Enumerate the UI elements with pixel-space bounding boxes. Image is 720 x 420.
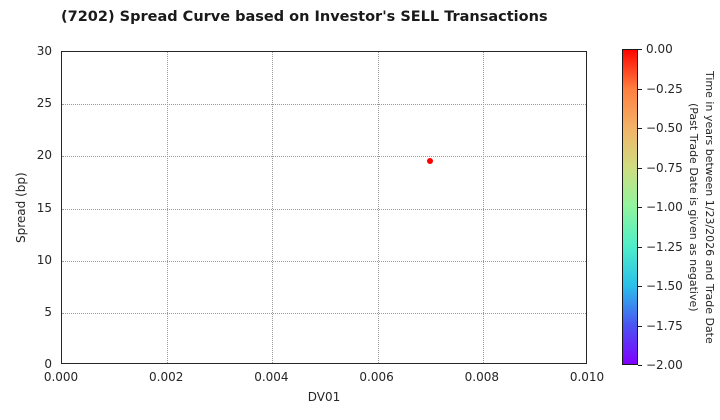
scatter-point xyxy=(427,157,434,164)
colorbar-tick-label: −1.75 xyxy=(646,318,683,333)
colorbar-tick xyxy=(638,167,642,169)
colorbar-tick-label: −0.50 xyxy=(646,121,683,135)
x-gridline xyxy=(167,52,169,363)
x-tick-label: 0.002 xyxy=(149,370,184,384)
colorbar-tick xyxy=(638,246,642,248)
x-gridline xyxy=(482,52,484,363)
colorbar-tick xyxy=(638,286,642,287)
y-gridline xyxy=(62,156,586,158)
x-tick-label: 0.010 xyxy=(569,370,605,384)
colorbar-tick-label: −0.75 xyxy=(646,160,683,175)
y-tick-label: 20 xyxy=(36,148,52,163)
x-gridline xyxy=(377,52,379,363)
colorbar-tick xyxy=(638,207,642,208)
colorbar-tick-label: −2.00 xyxy=(646,358,683,372)
colorbar-tick xyxy=(638,325,642,327)
colorbar-tick-label: −1.25 xyxy=(646,239,683,254)
colorbar-tick xyxy=(638,49,642,50)
y-gridline xyxy=(62,312,586,314)
colorbar-tick-label: −1.50 xyxy=(646,279,683,293)
colorbar-tick xyxy=(638,365,642,366)
colorbar-tick-label: −1.00 xyxy=(646,200,683,214)
colorbar-tick xyxy=(638,128,642,129)
y-tick-label: 25 xyxy=(36,96,52,111)
colorbar-label: Time in years between 1/23/2026 and Trad… xyxy=(687,70,716,344)
colorbar-tick-label: 0.00 xyxy=(646,42,673,56)
x-tick-label: 0.008 xyxy=(464,370,499,384)
x-tick-label: 0.000 xyxy=(43,370,79,384)
colorbar-tick xyxy=(638,88,642,90)
y-gridline xyxy=(62,208,586,210)
y-tick-label: 0 xyxy=(44,357,52,371)
colorbar xyxy=(622,49,638,365)
chart-title: (7202) Spread Curve based on Investor's … xyxy=(61,9,548,25)
x-tick-label: 0.006 xyxy=(359,370,394,384)
y-gridline xyxy=(62,260,586,262)
x-axis-label: DV01 xyxy=(307,390,341,404)
plot-area xyxy=(61,51,587,364)
y-tick-label: 30 xyxy=(36,44,52,58)
x-tick-label: 0.004 xyxy=(254,370,289,384)
colorbar-tick-label: −0.25 xyxy=(646,81,683,96)
y-tick-label: 10 xyxy=(36,252,52,267)
x-gridline xyxy=(272,52,274,363)
y-tick-label: 15 xyxy=(36,200,52,215)
y-tick-label: 5 xyxy=(44,304,52,319)
y-gridline xyxy=(62,104,586,106)
y-axis-label: Spread (bp) xyxy=(14,172,28,243)
